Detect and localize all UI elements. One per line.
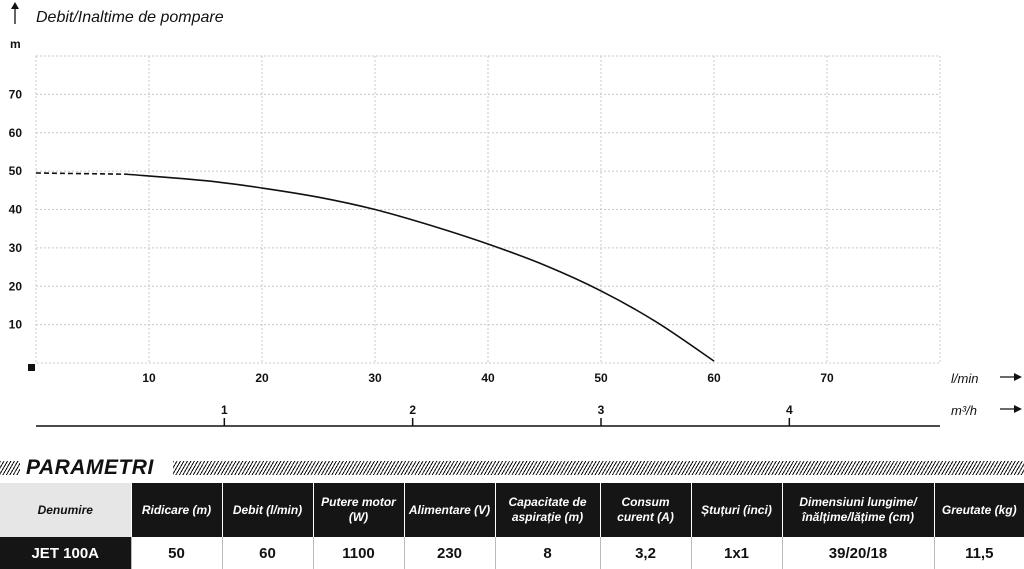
curve-dashed-segment bbox=[35, 172, 127, 175]
y-tick-label: 40 bbox=[9, 203, 23, 217]
secondary-tick-label: 2 bbox=[409, 403, 416, 417]
table-cell: 11,5 bbox=[933, 537, 1024, 569]
y-axis-label: m bbox=[10, 37, 21, 51]
chart-title: Debit/Inaltime de pompare bbox=[36, 9, 224, 26]
x-axis-arrow-icon bbox=[1000, 373, 1022, 381]
table-cell: 60 bbox=[221, 537, 313, 569]
table-header-cell: Ridicare (m) bbox=[130, 483, 222, 537]
table-cell: 3,2 bbox=[599, 537, 691, 569]
table-cell: 50 bbox=[130, 537, 222, 569]
x-tick-label: 30 bbox=[368, 371, 382, 385]
y-axis-arrow-icon bbox=[11, 2, 19, 24]
parametri-title: PARAMETRI bbox=[22, 455, 158, 481]
secondary-tick-label: 3 bbox=[598, 403, 605, 417]
pump-curve-chart: Debit/Inaltime de pompare m 10 20 30 40 50 60… bbox=[9, 2, 1022, 427]
y-tick-label: 50 bbox=[9, 164, 23, 178]
secondary-tick-label: 1 bbox=[221, 403, 228, 417]
table-cell: JET 100A bbox=[0, 537, 131, 569]
table-header-cell: Denumire bbox=[0, 483, 131, 537]
table-header-cell: Putere motor (W) bbox=[312, 483, 404, 537]
chart-grid bbox=[35, 55, 941, 364]
y-tick-label: 60 bbox=[9, 126, 23, 140]
table-header-cell: Dimensiuni lungime/ înălțime/lățime (cm) bbox=[781, 483, 934, 537]
secondary-axis-label: m³/h bbox=[951, 403, 977, 418]
pump-curve-line bbox=[126, 173, 715, 362]
y-tick-label: 10 bbox=[9, 318, 23, 332]
x-tick-label: 20 bbox=[255, 371, 269, 385]
table-header-cell: Capacitate de aspirație (m) bbox=[494, 483, 600, 537]
table-row: JET 100A 50 60 1100 230 8 3,2 1x1 39/20/… bbox=[0, 537, 1024, 569]
secondary-axis-arrow-icon bbox=[1000, 405, 1022, 413]
parameters-table: Denumire Ridicare (m) Debit (l/min) Pute… bbox=[0, 483, 1024, 569]
table-cell: 1x1 bbox=[690, 537, 782, 569]
x-tick-label: 40 bbox=[481, 371, 495, 385]
x-tick-label: 70 bbox=[820, 371, 834, 385]
hatch-decoration-left bbox=[0, 461, 20, 475]
x-tick-label: 50 bbox=[594, 371, 608, 385]
table-cell: 230 bbox=[403, 537, 495, 569]
hatch-decoration-right bbox=[173, 461, 1024, 475]
table-header-row: Denumire Ridicare (m) Debit (l/min) Pute… bbox=[0, 483, 1024, 537]
table-cell: 8 bbox=[494, 537, 600, 569]
y-tick-label: 20 bbox=[9, 279, 23, 293]
x-tick-label: 60 bbox=[707, 371, 721, 385]
table-header-cell: Greutate (kg) bbox=[933, 483, 1024, 537]
table-header-cell: Ștuțuri (inci) bbox=[690, 483, 782, 537]
secondary-tick-label: 4 bbox=[786, 403, 793, 417]
x-axis-label: l/min bbox=[951, 371, 978, 386]
table-cell: 39/20/18 bbox=[781, 537, 934, 569]
origin-marker bbox=[28, 364, 35, 371]
y-tick-label: 30 bbox=[9, 241, 23, 255]
x-tick-label: 10 bbox=[142, 371, 156, 385]
y-tick-label: 70 bbox=[9, 87, 23, 101]
table-header-cell: Alimentare (V) bbox=[403, 483, 495, 537]
table-header-cell: Debit (l/min) bbox=[221, 483, 313, 537]
table-cell: 1100 bbox=[312, 537, 404, 569]
table-header-cell: Consum curent (A) bbox=[599, 483, 691, 537]
parametri-header: PARAMETRI bbox=[0, 455, 1024, 481]
